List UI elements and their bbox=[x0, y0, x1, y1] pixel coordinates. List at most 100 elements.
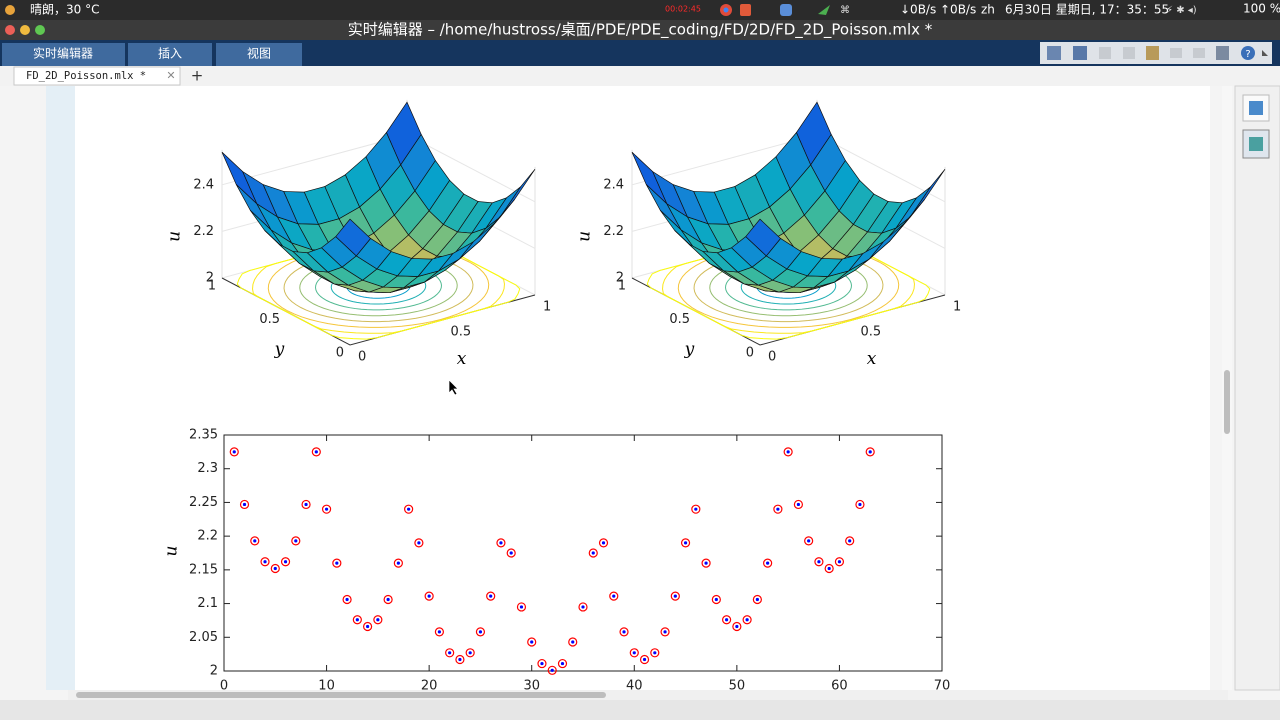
app-icon[interactable] bbox=[5, 5, 15, 15]
file-tab[interactable] bbox=[13, 66, 181, 86]
layout-icon[interactable] bbox=[1216, 46, 1229, 60]
x-tick-label: 0 bbox=[358, 350, 366, 365]
icon[interactable] bbox=[1047, 46, 1061, 60]
data-point bbox=[834, 557, 845, 567]
figures: 22.22.400.5100.51xyu22.22.400.5100.51xyu… bbox=[162, 99, 961, 694]
new-tab[interactable]: + bbox=[191, 67, 204, 85]
data-point-dot bbox=[540, 661, 544, 666]
dropdown-icon[interactable] bbox=[1262, 50, 1268, 56]
data-point bbox=[783, 447, 793, 457]
save-icon[interactable] bbox=[1073, 46, 1087, 60]
data-point-dot bbox=[253, 539, 257, 543]
data-point-dot bbox=[386, 597, 390, 602]
copy-icon[interactable] bbox=[1123, 47, 1135, 59]
tab[interactable] bbox=[216, 43, 302, 66]
data-point bbox=[239, 499, 250, 510]
x-axis-label: x bbox=[867, 349, 877, 369]
tab-label[interactable]: 实时编辑器 bbox=[33, 46, 93, 61]
y-tick-label: 2.25 bbox=[189, 495, 218, 510]
data-point bbox=[445, 648, 455, 658]
horizontal-scrollbar[interactable] bbox=[68, 690, 1228, 700]
data-point bbox=[393, 558, 403, 568]
data-point bbox=[363, 621, 373, 632]
data-point-dot bbox=[560, 661, 565, 666]
data-point-dot bbox=[745, 618, 749, 622]
x-tick-label: 20 bbox=[421, 679, 438, 694]
maximize-button[interactable] bbox=[35, 25, 45, 35]
cut-icon[interactable] bbox=[1099, 47, 1111, 59]
net-up: ↑0B/s bbox=[940, 3, 976, 17]
data-point bbox=[619, 627, 629, 637]
close-button[interactable] bbox=[5, 25, 15, 35]
status-icons[interactable]: ⚡ ✱ ◂) bbox=[1166, 5, 1197, 16]
output-panel-bar bbox=[1234, 85, 1280, 691]
data-point-dot bbox=[612, 594, 616, 598]
y-axis-label: y bbox=[684, 340, 695, 360]
shield-icon[interactable] bbox=[740, 4, 751, 16]
data-point-dot bbox=[283, 560, 288, 564]
y-tick-label: 2 bbox=[210, 664, 218, 679]
data-point-dot bbox=[766, 561, 770, 565]
tab[interactable] bbox=[128, 43, 212, 66]
cmd-icon[interactable]: ⌘ bbox=[840, 5, 850, 16]
data-point-dot bbox=[335, 561, 339, 565]
x-tick-label: 60 bbox=[831, 679, 848, 694]
data-point-dot bbox=[827, 566, 831, 571]
y-tick-label: 0.5 bbox=[259, 312, 280, 327]
status-bar bbox=[0, 700, 1280, 720]
y-tick-label: 0.5 bbox=[669, 312, 690, 327]
menubar bbox=[0, 0, 1280, 20]
data-point-dot bbox=[591, 551, 595, 555]
x-tick-label: 0.5 bbox=[451, 325, 472, 340]
tab-label[interactable]: 插入 bbox=[158, 47, 182, 61]
help-icon[interactable] bbox=[1241, 46, 1255, 60]
data-point bbox=[845, 536, 855, 546]
data-point-dot bbox=[509, 551, 513, 555]
data-point bbox=[465, 648, 475, 658]
h-scroll-thumb[interactable] bbox=[76, 692, 606, 698]
output-inline-button[interactable] bbox=[1242, 94, 1270, 122]
data-point bbox=[629, 648, 639, 658]
data-point bbox=[547, 665, 557, 675]
send-icon[interactable] bbox=[818, 5, 830, 15]
data-point bbox=[342, 594, 352, 605]
data-point-dot bbox=[468, 651, 472, 655]
surface-face bbox=[745, 218, 782, 257]
data-point bbox=[404, 504, 414, 514]
input-language[interactable]: zh bbox=[981, 3, 995, 17]
window-title: 实时编辑器 – /home/hustross/桌面/PDE/PDE_coding… bbox=[348, 21, 933, 40]
recording-time: 00:02:45 bbox=[665, 5, 701, 14]
data-point-dot bbox=[407, 507, 411, 511]
data-point-dot bbox=[642, 657, 647, 662]
file-tab-label[interactable]: FD_2D_Poisson.mlx * bbox=[26, 70, 146, 82]
minimize-button[interactable] bbox=[20, 25, 30, 35]
close-tab[interactable]: ✕ bbox=[166, 69, 175, 82]
data-point bbox=[352, 615, 362, 625]
data-point bbox=[383, 594, 393, 605]
data-point-dot bbox=[663, 630, 667, 634]
data-point-dot bbox=[345, 597, 349, 602]
tab-label[interactable]: 视图 bbox=[247, 46, 271, 61]
title-bar bbox=[0, 20, 1280, 40]
data-point-dot bbox=[314, 450, 318, 454]
data-point bbox=[321, 504, 332, 514]
data-point-dot bbox=[848, 539, 852, 543]
data-point bbox=[506, 548, 516, 558]
redo-icon[interactable] bbox=[1193, 48, 1205, 58]
scroll-thumb[interactable] bbox=[1224, 370, 1230, 434]
undo-icon[interactable] bbox=[1170, 48, 1182, 58]
y-tick-label: 0 bbox=[746, 346, 754, 361]
paste-icon[interactable] bbox=[1146, 46, 1159, 60]
data-point bbox=[373, 615, 383, 625]
data-point-dot bbox=[489, 594, 493, 598]
data-point bbox=[742, 615, 752, 625]
data-point-dot bbox=[437, 630, 441, 634]
z-tick-label: 2.2 bbox=[603, 224, 624, 239]
data-point-dot bbox=[837, 560, 842, 564]
data-point bbox=[598, 538, 609, 548]
app-icon-2[interactable] bbox=[780, 4, 792, 16]
data-point bbox=[824, 563, 834, 574]
data-point bbox=[291, 536, 301, 546]
data-point-dot bbox=[376, 618, 380, 622]
tab[interactable] bbox=[2, 43, 125, 66]
